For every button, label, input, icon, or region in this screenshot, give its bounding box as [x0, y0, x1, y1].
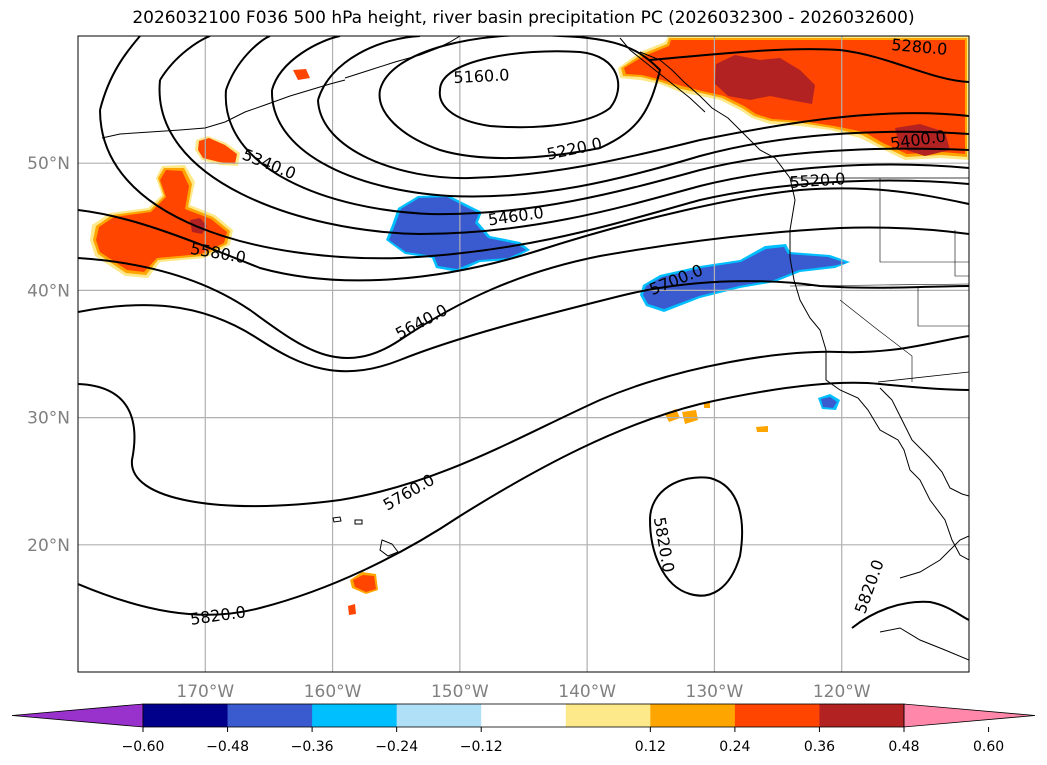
precip-region	[715, 55, 815, 104]
lat-tick-label: 30°N	[27, 409, 70, 429]
precip-region	[96, 170, 227, 272]
colorbar-bin	[312, 704, 398, 727]
precip-region	[348, 604, 356, 615]
colorbar-tick-label: 0.48	[888, 739, 919, 755]
height-contours	[78, 36, 969, 629]
contour-5820-closed	[648, 476, 744, 597]
contour-5400	[224, 36, 969, 216]
state-border	[879, 178, 969, 263]
state-border	[839, 299, 913, 382]
lat-tick-label: 50°N	[27, 154, 70, 174]
lon-tick-label: 170°W	[176, 682, 234, 702]
contour-5340	[270, 36, 969, 198]
colorbar-tick-label: −0.60	[122, 739, 165, 755]
us-mexico-border	[877, 371, 969, 383]
lon-tick-label: 160°W	[304, 682, 362, 702]
contour-5640	[78, 226, 969, 359]
hawaii-island	[379, 539, 399, 557]
contour-5520	[99, 36, 969, 260]
contour-label: 5160.0	[453, 65, 510, 87]
contour-label-text: 5520.0	[789, 169, 846, 192]
coastline-mexico	[899, 535, 969, 579]
aleutian-islands	[101, 79, 346, 139]
contour-label-text: 5280.0	[891, 35, 948, 59]
contour-5220	[378, 36, 662, 160]
lon-tick-label: 130°W	[686, 682, 744, 702]
lon-tick-label: 120°W	[813, 682, 871, 702]
precip-region	[293, 69, 310, 80]
colorbar-bin	[734, 704, 820, 727]
state-border	[954, 230, 969, 277]
contour-5820-east	[851, 600, 969, 629]
hawaii-island	[354, 519, 363, 525]
coastline-north-america	[639, 51, 969, 561]
colorbar-tick-label: 0.36	[804, 739, 835, 755]
map-title: 2026032100 F036 500 hPa height, river ba…	[132, 8, 915, 28]
precip-region	[353, 575, 376, 592]
precip-region	[190, 218, 207, 234]
colorbar-tick-label: −0.12	[460, 739, 503, 755]
contour-5760	[78, 335, 969, 508]
lon-tick-label: 140°W	[558, 682, 616, 702]
coastline-baja	[879, 387, 969, 497]
precip-region	[643, 247, 846, 309]
colorbar-tick-label: −0.48	[206, 739, 249, 755]
precip-region	[756, 426, 768, 432]
contour-label: 5520.0	[789, 169, 846, 192]
precip-region	[665, 409, 680, 422]
colorbar-bin	[143, 704, 229, 727]
colorbar-bin	[819, 704, 905, 727]
colorbar-bin	[650, 704, 736, 727]
hawaii-island	[332, 516, 342, 523]
precip-region	[198, 138, 237, 164]
colorbar-extend-low	[11, 703, 144, 728]
colorbar-frame	[142, 703, 905, 728]
colorbar-tick-label: 0.60	[973, 739, 1004, 755]
contour-5700	[78, 280, 969, 373]
colorbar: −0.60 −0.48 −0.36 −0.24 −0.12 0.12 0.24 0.36 0.4…	[11, 703, 1036, 755]
lat-tick-label: 20°N	[27, 536, 70, 556]
contour-label-text: 5160.0	[453, 65, 510, 87]
colorbar-tick-label: −0.24	[375, 739, 418, 755]
contour-5580	[78, 187, 969, 282]
colorbar-bin	[565, 704, 651, 727]
colorbar-tick-label: −0.36	[291, 739, 334, 755]
plot-frame	[77, 35, 970, 673]
latitude-ticks: 50°N 40°N 30°N 20°N	[27, 154, 70, 556]
alaska-coast	[344, 36, 461, 79]
contour-label: 5280.0	[891, 35, 948, 59]
contour-5160	[438, 50, 620, 129]
contour-5280	[317, 36, 969, 180]
gridlines	[78, 36, 969, 672]
coastline-mexico-south	[879, 627, 969, 661]
colorbar-bin	[481, 704, 567, 727]
colorbar-bin	[396, 704, 482, 727]
colorbar-tick-label: 0.24	[719, 739, 750, 755]
plot-area	[78, 36, 969, 672]
colorbar-bin	[227, 704, 313, 727]
coastlines	[101, 36, 969, 661]
colorbar-extend-high	[903, 703, 1036, 728]
contour-5820-north	[78, 381, 969, 616]
contour-5460	[158, 36, 969, 236]
lat-tick-label: 40°N	[27, 281, 70, 301]
state-border	[917, 286, 969, 327]
colorbar-tick-label: 0.12	[635, 739, 666, 755]
longitude-ticks: 170°W 160°W 150°W 140°W 130°W 120°W	[176, 682, 870, 702]
lon-tick-label: 150°W	[431, 682, 489, 702]
precip-region	[821, 397, 837, 408]
